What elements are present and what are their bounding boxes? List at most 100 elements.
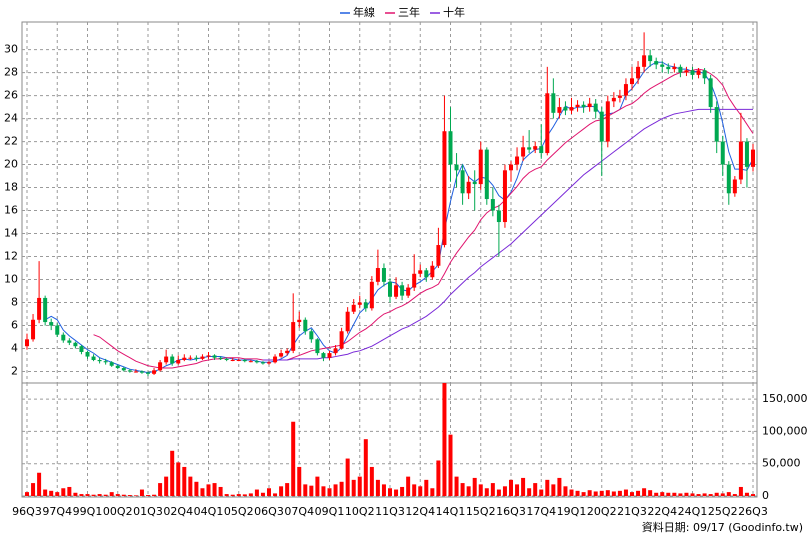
y-tick-label: 2 (11, 365, 18, 378)
volume-bar (418, 486, 423, 496)
candle-body (218, 357, 223, 359)
volume-bar (388, 488, 392, 496)
volume-bar (515, 484, 520, 496)
ma-line (93, 68, 754, 369)
candle-body (575, 104, 580, 108)
volume-bar (738, 486, 743, 496)
volume-bar (49, 490, 54, 496)
candle-body (248, 361, 253, 363)
candle-body (200, 356, 205, 359)
candle-body (242, 360, 247, 362)
footnote: 資料日期: 09/17 (Goodinfo.tw) (642, 520, 803, 534)
x-tick-label: 11Q3 (375, 505, 405, 518)
candle-body (73, 342, 78, 347)
candle-body (345, 311, 350, 332)
volume-bar (714, 492, 719, 496)
candle-body (273, 356, 278, 363)
volume-bar (726, 492, 731, 496)
x-tick-label: 10Q2 (345, 505, 375, 518)
volume-bar (357, 476, 362, 496)
candle-body (363, 302, 368, 309)
volume-bar (158, 483, 163, 496)
candle-body (400, 285, 405, 296)
volume-bar (127, 495, 132, 496)
volume-bar (630, 492, 634, 496)
y-tick-label: 20 (4, 158, 18, 171)
x-tick-label: 12Q4 (405, 505, 435, 518)
y-tick-label: 8 (11, 296, 18, 309)
volume-bar (236, 494, 241, 496)
volume-bar (509, 479, 513, 496)
x-tick-label: 22Q4 (647, 505, 677, 518)
candle-body (333, 348, 338, 354)
candle-body (388, 281, 392, 297)
candle-body (267, 362, 271, 364)
candle-body (152, 370, 157, 374)
x-tick-label: 96Q3 (12, 505, 42, 518)
candle-body (484, 149, 489, 200)
candle-body (321, 353, 326, 358)
candle-body (327, 353, 332, 358)
candle-body (109, 362, 114, 366)
candle-body (133, 371, 138, 373)
candle-body (37, 297, 42, 320)
candle-body (630, 78, 634, 85)
y-tick-label: 16 (4, 204, 18, 217)
candle-body (67, 340, 72, 343)
volume-bar (642, 488, 647, 496)
x-tick-label: 99Q1 (73, 505, 103, 518)
x-tick-label: 21Q3 (617, 505, 647, 518)
legend-label: 三年 (398, 5, 420, 19)
volume-bar (545, 479, 550, 496)
candle-body (260, 362, 265, 364)
candle-body (31, 319, 36, 340)
volume-bar (394, 489, 399, 496)
candle-body (696, 70, 701, 75)
candle-body (515, 156, 520, 165)
x-tick-label: 09Q1 (315, 505, 345, 518)
volume-bar (678, 493, 683, 496)
volume-bar (164, 476, 169, 496)
candle-body (176, 360, 181, 364)
candle-body (127, 370, 132, 372)
candle-body (478, 149, 483, 185)
candle-body (230, 360, 235, 362)
candle-body (97, 360, 102, 362)
volume-bar (176, 462, 181, 496)
volume-bar (575, 490, 580, 496)
candle-body (436, 245, 441, 266)
legend: 年線 三年 十年 (340, 5, 465, 19)
candle-body (563, 107, 568, 111)
candle-body (684, 70, 689, 73)
volume-bar (103, 494, 108, 496)
candle-body (496, 210, 501, 223)
volume-bar (303, 484, 308, 496)
y-tick-label: 26 (4, 89, 18, 102)
candle-body (49, 322, 54, 326)
candle-body (738, 141, 743, 180)
ma-line (262, 108, 753, 361)
volume-bar (254, 489, 259, 496)
candle-body (623, 84, 628, 96)
candle-body (164, 356, 169, 363)
volume-bar (139, 489, 144, 496)
y2-tick-label: 150,000 (762, 392, 808, 405)
volume-bar (563, 486, 568, 496)
candle-body (369, 281, 374, 309)
y-tick-label: 6 (11, 319, 18, 332)
volume-bar (146, 495, 150, 496)
volume-bar (593, 491, 598, 496)
volume-bar (744, 492, 749, 496)
candle-body (751, 149, 755, 167)
candle-body (309, 331, 314, 340)
candle-body (678, 66, 683, 73)
volume-bar (551, 484, 556, 496)
volume-bar (605, 490, 610, 496)
volume-bar (569, 489, 574, 496)
x-tick-label: 04Q1 (194, 505, 224, 518)
candle-body (103, 361, 108, 363)
volume-bar (351, 479, 356, 496)
candle-body (605, 101, 610, 142)
